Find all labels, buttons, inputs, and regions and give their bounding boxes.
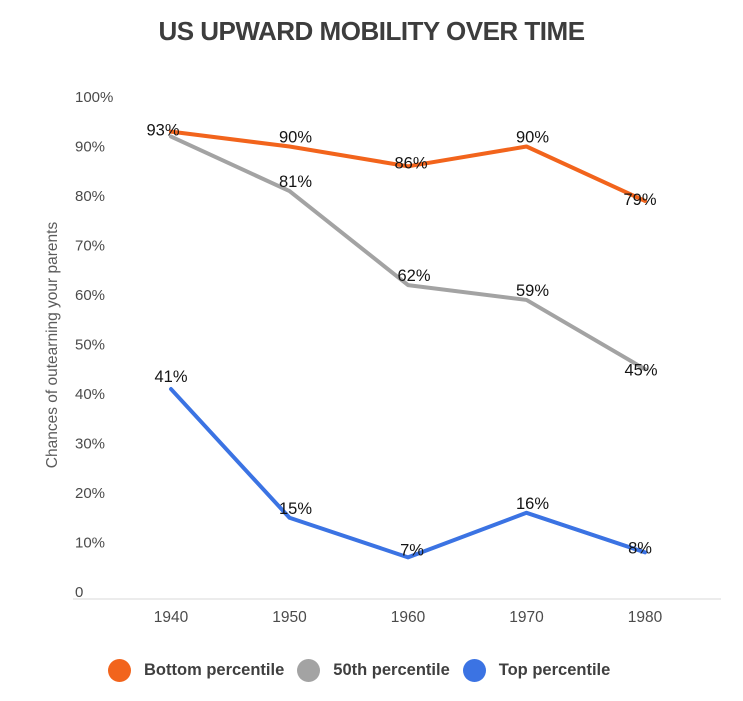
data-label: 59% [516,282,549,300]
legend-item-bottom-percentile: Bottom percentile [108,659,284,682]
chart-legend: Bottom percentile 50th percentile Top perc… [108,659,610,682]
legend-item-50th-percentile: 50th percentile [297,659,450,682]
legend-label: Top percentile [498,661,611,679]
series-line-bottom-percentile [169,129,647,203]
y-tick-label: 20% [75,485,105,502]
y-tick-label: 30% [75,436,105,453]
data-label: 16% [516,495,549,513]
data-label: 8% [628,539,652,557]
x-tick-label: 1980 [628,609,663,626]
data-label: 93% [146,122,179,140]
legend-swatch-circle-icon [108,659,131,682]
legend-label: Bottom percentile [144,661,285,679]
y-tick-label: 40% [75,386,105,403]
data-label: 86% [394,154,427,172]
x-tick-label: 1960 [391,609,426,626]
line-chart-plot: Chances of outearning your parents 100% 90… [44,89,721,626]
data-label: 81% [279,173,312,191]
series-line-top-percentile [169,387,647,560]
y-tick-label: 0 [75,584,83,601]
y-tick-label: 10% [75,535,105,552]
y-axis-title: Chances of outearning your parents [44,222,61,469]
x-tick-label: 1970 [509,609,544,626]
x-tick-label: 1950 [272,609,307,626]
y-tick-label: 90% [75,139,105,156]
y-tick-label: 50% [75,337,105,354]
legend-item-top-percentile: Top percentile [462,659,611,682]
y-tick-label: 60% [75,287,105,304]
data-label: 45% [624,361,657,379]
data-label: 79% [623,191,656,209]
data-label: 62% [397,267,430,285]
data-label: 41% [154,368,187,386]
y-tick-label: 100% [75,89,113,106]
x-tick-label: 1940 [154,609,189,626]
y-tick-label: 80% [75,188,105,205]
data-label: 90% [279,129,312,147]
data-label: 90% [516,129,549,147]
chart-title: US UPWARD MOBILITY OVER TIME [158,16,585,46]
data-label: 7% [400,541,424,559]
legend-label: 50th percentile [333,661,450,679]
series-line-50th-percentile [169,134,647,372]
data-label: 15% [279,500,312,518]
legend-swatch-circle-icon [462,659,486,682]
y-tick-label: 70% [75,238,105,255]
legend-swatch-circle-icon [297,659,321,682]
